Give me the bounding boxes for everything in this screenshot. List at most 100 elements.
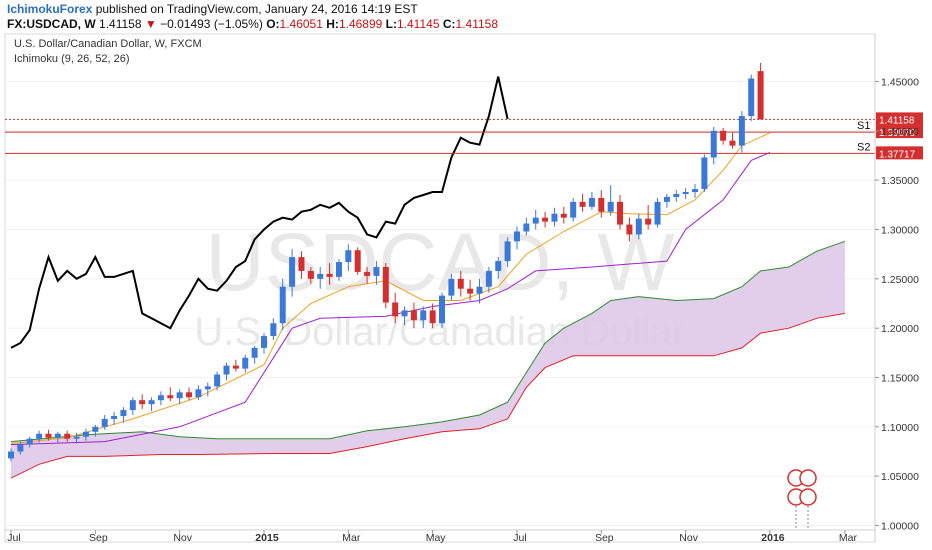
x-tick-label-0: Jul (7, 532, 20, 544)
candle-body-30 (289, 257, 296, 287)
candlesticks (8, 62, 764, 462)
candle-body-50 (476, 286, 483, 294)
candle-body-39 (373, 266, 380, 276)
y-tick-label-2: 1.35000 (881, 175, 919, 187)
high-value: 1.46899 (338, 17, 383, 31)
candle-body-66 (626, 224, 633, 235)
time-axis[interactable]: Jul Sep Nov 2015 Mar May Jul Sep Nov 2016 Mar (7, 530, 857, 544)
candle-body-44 (420, 310, 427, 321)
candle-body-62 (588, 197, 595, 207)
published-text: published on TradingView.com, January 24… (95, 2, 418, 16)
kumo-fill (11, 241, 845, 479)
author-link[interactable]: IchimokuForex (7, 2, 93, 16)
candle-body-21 (204, 386, 211, 390)
close-value: 1.41158 (455, 17, 499, 31)
y-tick-label-5: 1.20000 (881, 323, 919, 335)
high-label: H: (326, 17, 339, 31)
low-label: L: (385, 17, 397, 31)
x-tick-label-3: 2015 (255, 532, 279, 544)
candle-body-70 (663, 196, 670, 202)
price-axis[interactable]: 1.45000 1.40000 1.35000 1.30000 1.25000 1.200… (875, 77, 919, 533)
candle-body-69 (654, 201, 661, 225)
event-count-icon[interactable] (799, 469, 817, 487)
quote-line: FX:USDCAD, W 1.41158 ▼ −0.01493 (−1.05%)… (7, 17, 498, 31)
y-tick-label-4: 1.25000 (881, 274, 919, 286)
candle-body-68 (645, 218, 652, 225)
tenkan-sen-line (10, 132, 771, 445)
candle-body-32 (307, 270, 314, 279)
level-tag-s1: 1.39870 (879, 128, 916, 139)
candle-body-31 (298, 257, 305, 271)
x-tick-label-1: Sep (89, 532, 108, 544)
candle-body-7 (73, 436, 80, 439)
candle-body-64 (607, 201, 614, 212)
candle-body-51 (485, 270, 492, 287)
candle-body-0 (8, 451, 14, 459)
candle-body-72 (682, 192, 689, 194)
x-tick-label-8: Nov (679, 532, 698, 544)
candle-body-63 (598, 197, 605, 212)
publish-header: IchimokuForex published on TradingView.c… (0, 0, 932, 34)
candle-body-56 (532, 217, 539, 224)
down-arrow-icon: ▼ (144, 17, 157, 31)
candle-body-61 (579, 201, 586, 207)
support-levels: S1 1.39870 S2 1.37717 1.41158 (5, 112, 923, 160)
candle-body-2 (26, 438, 33, 445)
open-value: 1.46051 (279, 17, 323, 31)
watermark-symbol: USDCAD, W (205, 217, 675, 308)
series-title: U.S. Dollar/Canadian Dollar, W, FXCM (14, 38, 202, 50)
candle-body-27 (260, 336, 267, 348)
candle-body-18 (176, 392, 183, 399)
x-tick-label-6: Jul (513, 532, 526, 544)
ichimoku-cloud (10, 240, 846, 479)
candle-body-25 (242, 357, 249, 369)
event-markers[interactable] (787, 469, 817, 530)
last-price-tag-bg (876, 112, 923, 126)
level-tag-s2: 1.37717 (879, 149, 916, 160)
candle-body-3 (36, 433, 43, 439)
candle-body-43 (410, 310, 417, 321)
candle-body-79 (748, 78, 755, 117)
candle-body-74 (701, 157, 708, 190)
candle-body-76 (720, 130, 727, 141)
event-count-icon-2[interactable] (799, 488, 817, 506)
symbol-label: FX:USDCAD, W (7, 17, 96, 31)
candle-body-78 (738, 116, 745, 146)
candle-body-65 (617, 201, 624, 225)
x-tick-label-2: Nov (173, 532, 192, 544)
candle-body-36 (345, 250, 352, 263)
candle-body-55 (523, 223, 530, 232)
x-tick-label-9: 2016 (761, 532, 785, 544)
candle-body-8 (82, 431, 89, 437)
candle-body-34 (326, 273, 333, 277)
candle-body-23 (223, 365, 230, 375)
candle-body-35 (335, 262, 342, 277)
candle-body-11 (111, 415, 118, 419)
candle-body-47 (448, 278, 455, 296)
candle-body-17 (167, 395, 174, 399)
candle-body-71 (673, 193, 680, 197)
y-tick-label-0: 1.45000 (881, 77, 919, 89)
candle-body-37 (354, 250, 361, 272)
candle-body-73 (692, 189, 699, 193)
candle-body-41 (392, 302, 399, 317)
close-label: C: (442, 17, 456, 31)
level-tag-bg-s2 (876, 146, 923, 160)
level-tag-bg-s1 (876, 125, 923, 139)
plot-area (4, 33, 876, 543)
candle-body-28 (270, 323, 277, 337)
candle-body-9 (92, 426, 99, 432)
candle-body-53 (504, 241, 511, 262)
candle-body-57 (542, 217, 549, 222)
low-value: 1.41145 (397, 17, 440, 31)
candle-body-6 (64, 433, 71, 439)
candle-body-46 (439, 295, 446, 324)
candle-body-1 (17, 444, 24, 452)
candle-body-33 (317, 273, 324, 279)
y-tick-label-1: 1.40000 (881, 126, 919, 138)
candle-body-16 (157, 395, 164, 401)
candle-body-13 (129, 400, 136, 411)
y-tick-label-3: 1.30000 (881, 225, 919, 237)
candle-body-10 (101, 418, 108, 427)
